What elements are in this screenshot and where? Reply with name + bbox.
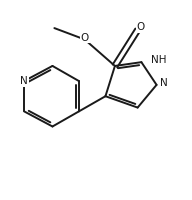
Text: O: O	[136, 22, 145, 32]
Text: NH: NH	[151, 55, 166, 65]
Text: N: N	[160, 78, 168, 88]
Text: N: N	[20, 76, 28, 86]
Text: O: O	[80, 33, 89, 43]
